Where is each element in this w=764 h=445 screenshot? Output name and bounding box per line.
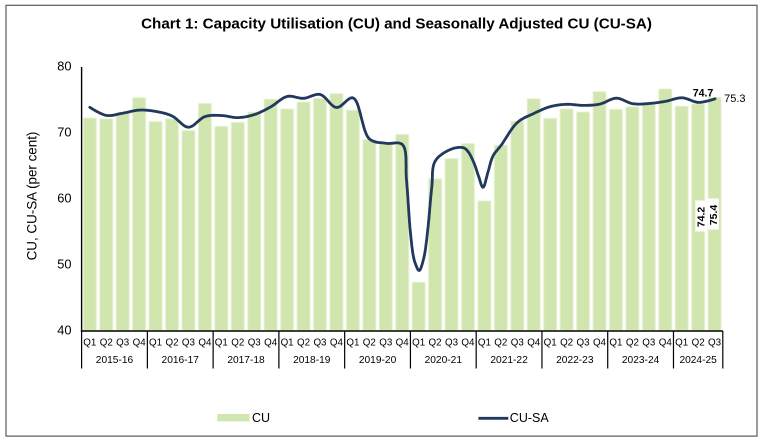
svg-text:Q2: Q2: [231, 338, 244, 349]
svg-text:Q4: Q4: [330, 338, 344, 349]
svg-text:Q4: Q4: [659, 338, 673, 349]
svg-text:Q4: Q4: [461, 338, 475, 349]
svg-text:2015-16: 2015-16: [96, 355, 134, 366]
svg-text:75.4: 75.4: [708, 205, 720, 226]
svg-text:Q2: Q2: [560, 338, 573, 349]
svg-text:Q1: Q1: [609, 338, 622, 349]
svg-text:Q1: Q1: [149, 338, 162, 349]
svg-text:Q1: Q1: [675, 338, 688, 349]
svg-text:CU: CU: [252, 411, 270, 425]
svg-text:Q3: Q3: [313, 338, 327, 349]
svg-text:Q2: Q2: [429, 338, 442, 349]
svg-text:Q3: Q3: [248, 338, 262, 349]
svg-text:2016-17: 2016-17: [162, 355, 200, 366]
svg-text:Q1: Q1: [544, 338, 557, 349]
svg-text:Q1: Q1: [281, 338, 294, 349]
svg-text:2018-19: 2018-19: [293, 355, 331, 366]
svg-text:Q3: Q3: [708, 338, 722, 349]
svg-text:Q4: Q4: [396, 338, 410, 349]
svg-text:2017-18: 2017-18: [227, 355, 265, 366]
svg-text:Q3: Q3: [182, 338, 196, 349]
svg-text:Q4: Q4: [593, 338, 607, 349]
svg-text:Q3: Q3: [445, 338, 459, 349]
svg-text:2019-20: 2019-20: [359, 355, 397, 366]
svg-text:74.2: 74.2: [696, 207, 708, 228]
svg-text:74.7: 74.7: [693, 87, 714, 99]
svg-text:Q2: Q2: [692, 338, 705, 349]
svg-text:Q3: Q3: [577, 338, 591, 349]
svg-text:Q4: Q4: [133, 338, 147, 349]
svg-text:Q2: Q2: [100, 338, 113, 349]
svg-text:Q2: Q2: [165, 338, 178, 349]
svg-text:Q3: Q3: [379, 338, 393, 349]
svg-text:CU-SA: CU-SA: [510, 411, 550, 425]
svg-text:Q3: Q3: [116, 338, 130, 349]
svg-text:Chart 1: Capacity Utilisation: Chart 1: Capacity Utilisation (CU) and S…: [141, 16, 652, 33]
svg-text:Q1: Q1: [83, 338, 96, 349]
svg-text:Q2: Q2: [626, 338, 639, 349]
svg-text:2024-25: 2024-25: [679, 355, 717, 366]
svg-text:2022-23: 2022-23: [556, 355, 594, 366]
svg-text:80: 80: [57, 58, 71, 73]
svg-text:2023-24: 2023-24: [622, 355, 660, 366]
svg-text:Q1: Q1: [412, 338, 425, 349]
svg-text:Q3: Q3: [642, 338, 656, 349]
svg-text:CU, CU-SA (per cent): CU, CU-SA (per cent): [25, 132, 40, 261]
svg-text:75.3: 75.3: [724, 93, 745, 105]
svg-text:Q4: Q4: [264, 338, 278, 349]
svg-text:Q1: Q1: [346, 338, 359, 349]
svg-text:Q4: Q4: [527, 338, 541, 349]
svg-text:60: 60: [57, 190, 71, 205]
svg-text:Q3: Q3: [511, 338, 525, 349]
svg-text:Q2: Q2: [363, 338, 376, 349]
svg-text:70: 70: [57, 124, 71, 139]
svg-text:40: 40: [57, 322, 71, 337]
svg-text:2021-22: 2021-22: [490, 355, 528, 366]
svg-text:Q2: Q2: [494, 338, 507, 349]
svg-text:2020-21: 2020-21: [425, 355, 463, 366]
svg-text:Q4: Q4: [198, 338, 212, 349]
svg-text:50: 50: [57, 256, 71, 271]
svg-text:Q1: Q1: [215, 338, 228, 349]
svg-text:Q1: Q1: [478, 338, 491, 349]
svg-text:Q2: Q2: [297, 338, 310, 349]
